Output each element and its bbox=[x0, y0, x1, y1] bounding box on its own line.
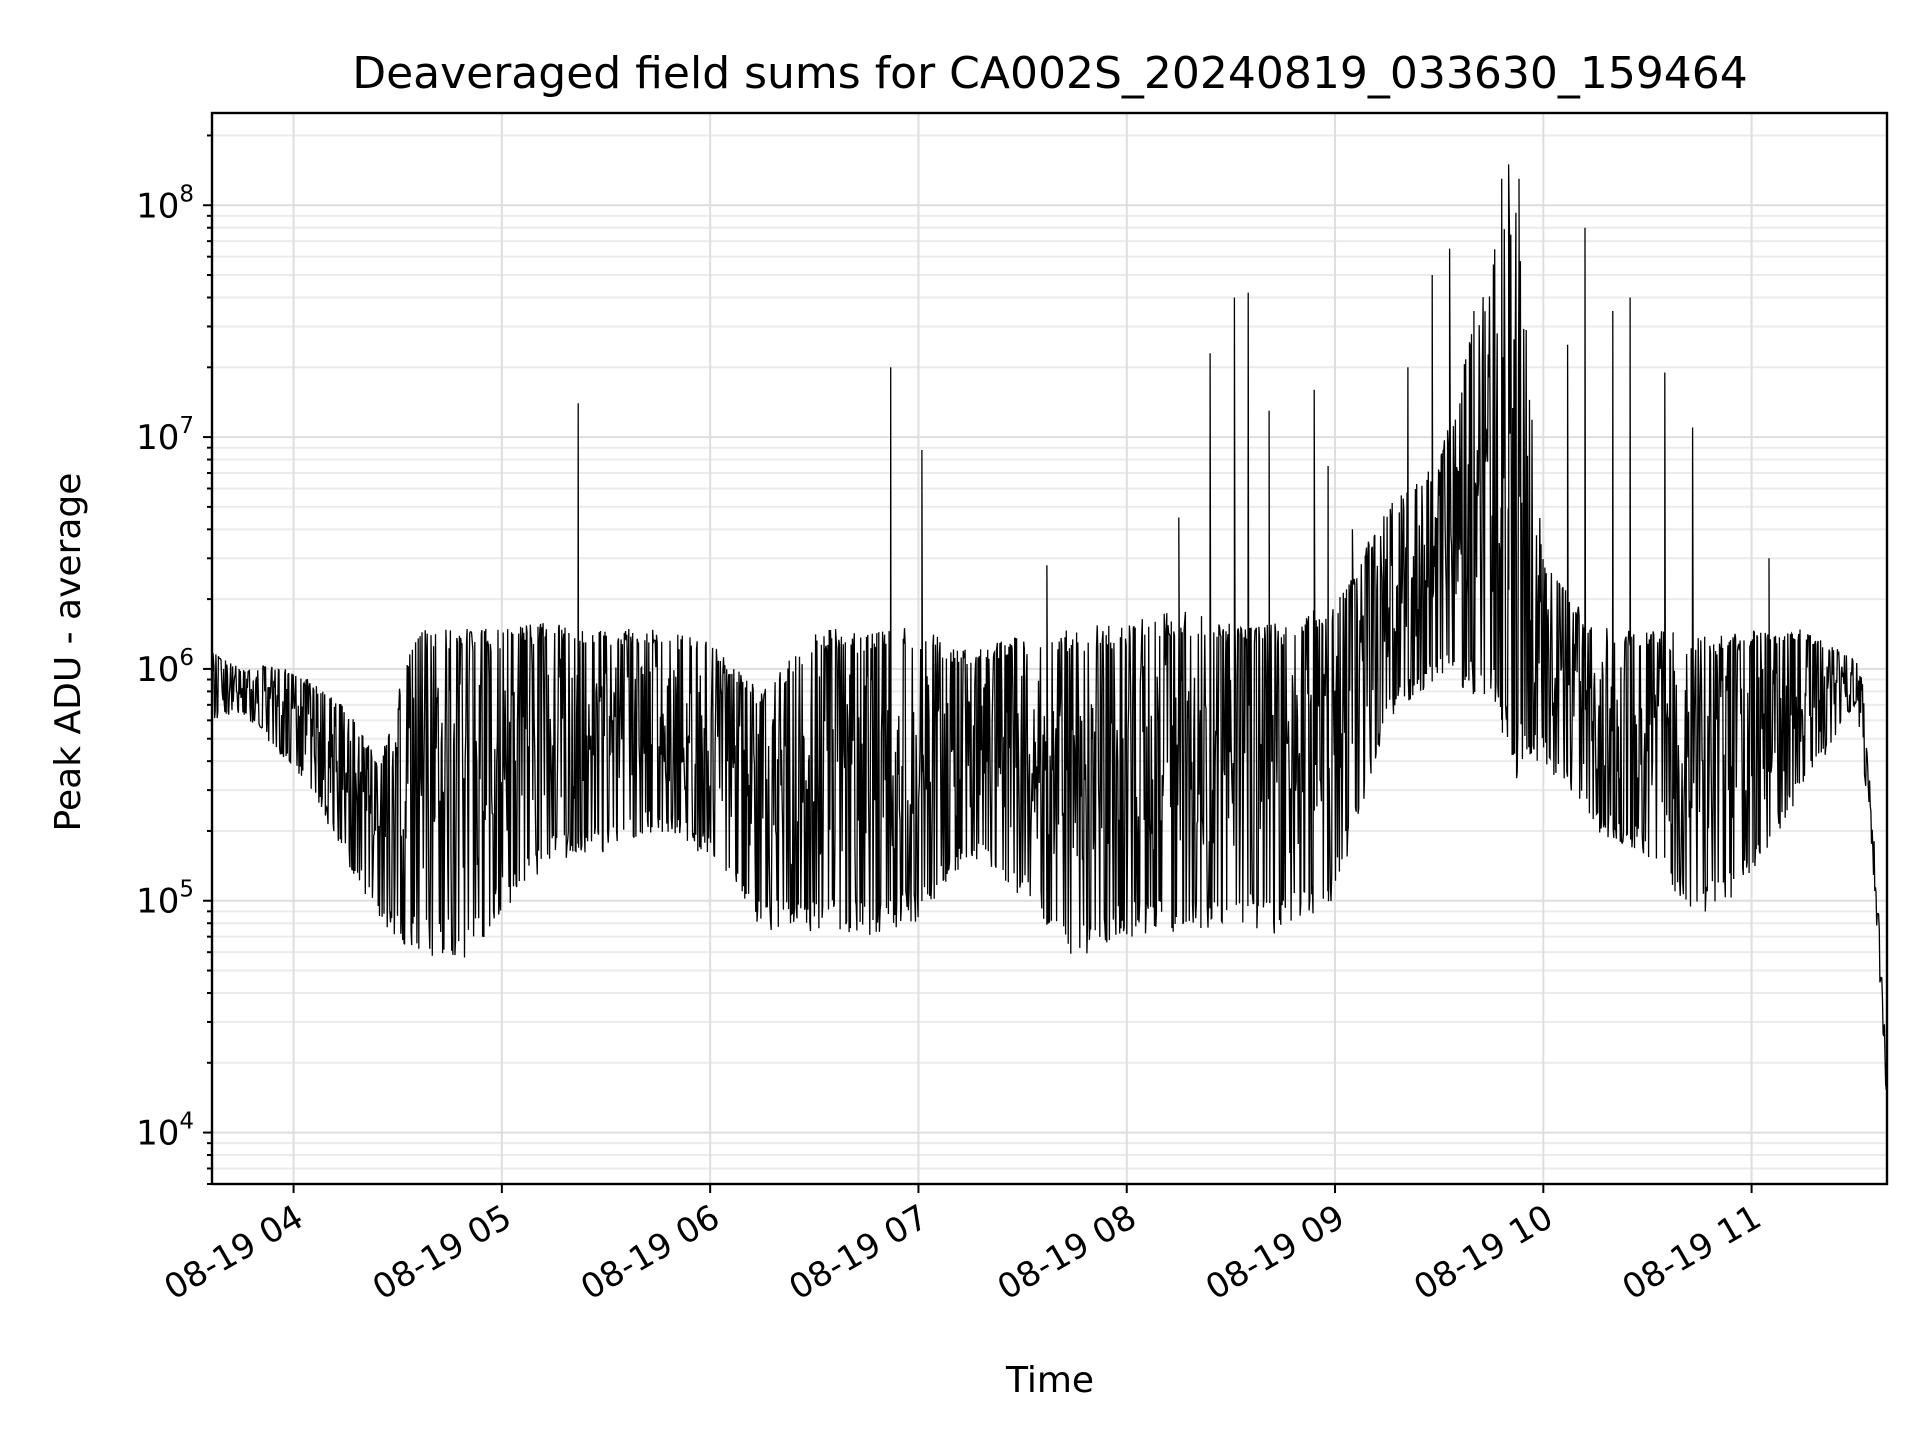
y-tick-exponent: 7 bbox=[179, 413, 194, 439]
x-axis-label: Time bbox=[1005, 1360, 1094, 1401]
y-tick-label: 107 bbox=[136, 413, 194, 458]
y-tick-base: 10 bbox=[136, 186, 179, 226]
y-tick-exponent: 4 bbox=[179, 1109, 194, 1135]
axes-frame bbox=[210, 111, 1889, 1186]
y-tick-base: 10 bbox=[136, 650, 179, 690]
chart-title: Deaveraged field sums for CA002S_2024081… bbox=[352, 48, 1748, 99]
y-tick-label: 105 bbox=[136, 877, 194, 922]
y-tick-base: 10 bbox=[136, 882, 179, 922]
y-tick-exponent: 8 bbox=[179, 181, 194, 207]
y-tick-base: 10 bbox=[136, 418, 179, 458]
y-tick-exponent: 6 bbox=[179, 645, 194, 671]
y-tick-base: 10 bbox=[136, 1114, 179, 1154]
y-axis-label: Peak ADU - average bbox=[48, 473, 89, 832]
series-line bbox=[212, 164, 1887, 1090]
y-tick-exponent: 5 bbox=[179, 877, 194, 903]
y-tick-label: 106 bbox=[136, 645, 194, 690]
y-tick-label: 108 bbox=[136, 181, 194, 226]
plot-area bbox=[212, 164, 1887, 1090]
y-tick-label: 104 bbox=[136, 1109, 194, 1154]
